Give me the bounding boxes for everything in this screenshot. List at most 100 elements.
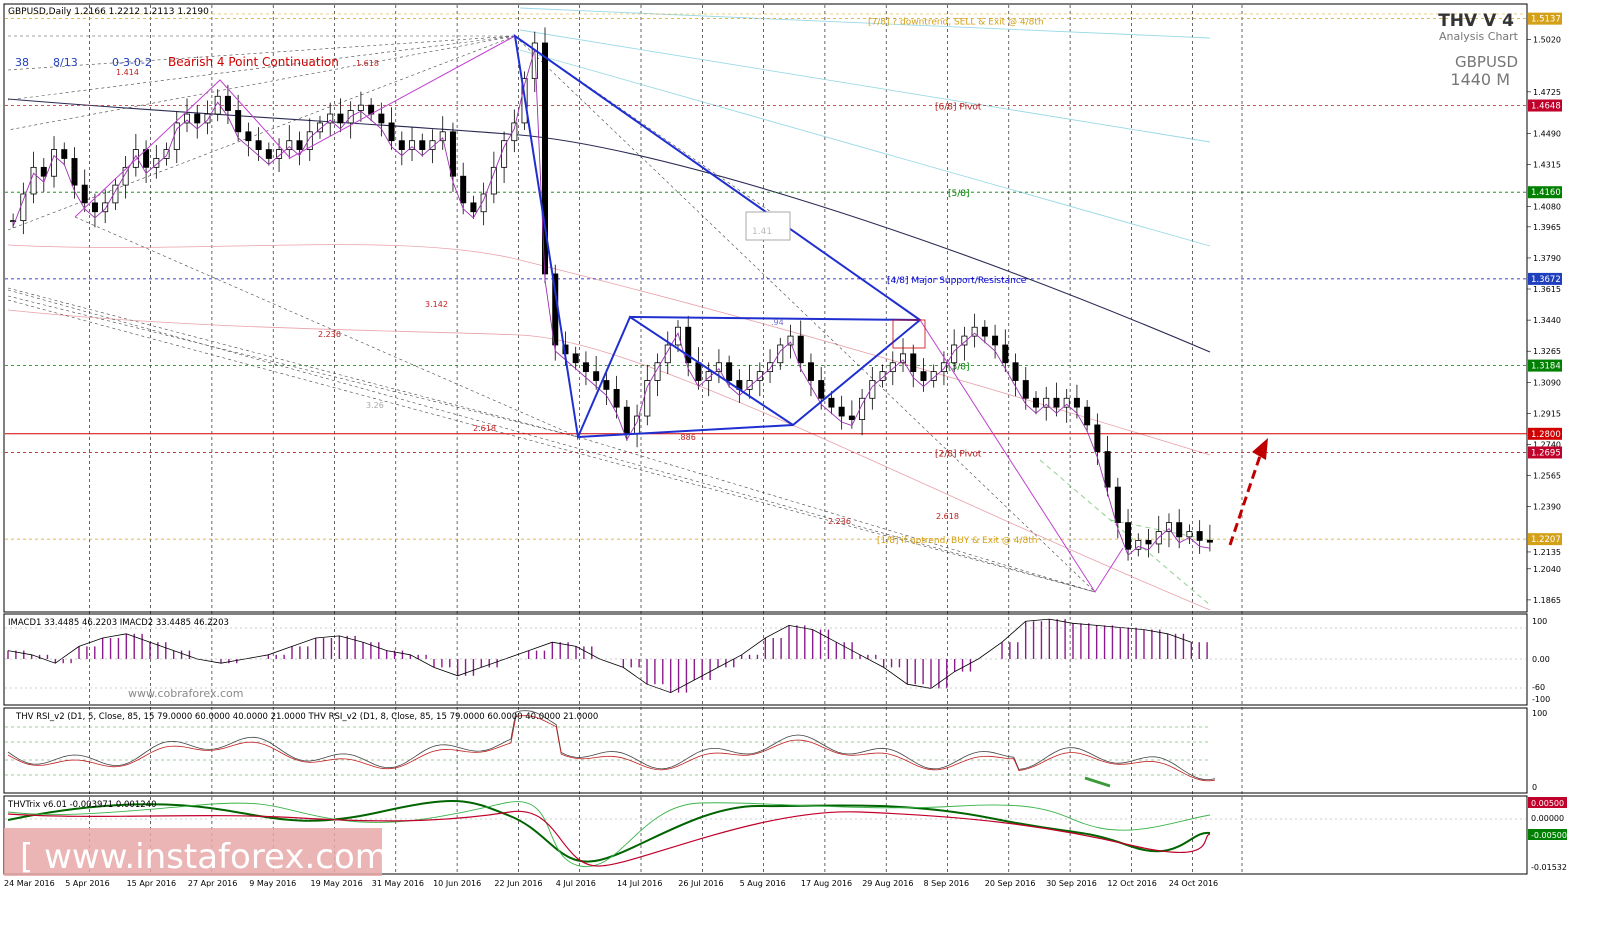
y-tick: 1.2040	[1533, 565, 1561, 574]
x-tick: 5 Apr 2016	[65, 879, 109, 888]
candles	[10, 27, 1213, 561]
candle-body	[787, 335, 794, 346]
price-axis: 1.5020 1.4725 1.4490 1.4315 1.4080 1.3965 1.37…	[1527, 35, 1561, 605]
candle-body	[143, 149, 150, 168]
candle-body	[224, 95, 231, 111]
trend-line	[74, 216, 579, 438]
candle-body	[91, 202, 98, 213]
candle-body	[910, 353, 917, 373]
candle-body	[194, 113, 201, 124]
trend-line	[514, 35, 1096, 593]
x-tick: 20 Sep 2016	[985, 879, 1036, 888]
instaforex-banner	[4, 828, 382, 876]
candle-body	[572, 353, 579, 364]
trend-line	[7, 287, 579, 438]
candle-body	[1196, 531, 1203, 541]
symbol-line: GBPUSD,Daily 1.2166 1.2212 1.2113 1.2190	[8, 7, 209, 17]
candle-body	[613, 388, 620, 408]
brand-title: THV V 4	[1438, 11, 1514, 31]
price-tag-text: 1.4160	[1531, 188, 1561, 198]
y-tick: 1.3090	[1533, 378, 1561, 387]
candle-body	[449, 131, 456, 177]
price-tag-bg	[1528, 427, 1562, 440]
harmonic-patterns	[74, 33, 1268, 593]
candle-body	[848, 415, 855, 420]
rsi-lines	[5, 710, 1216, 788]
candle-body	[1053, 397, 1060, 408]
trend-line	[1039, 459, 1211, 606]
candle-body	[61, 149, 68, 159]
candle-body	[470, 202, 477, 213]
stats-a: 38	[15, 56, 29, 69]
candle-body	[777, 344, 784, 364]
candle-body	[623, 406, 630, 435]
trend-line	[7, 35, 516, 101]
candle-body	[664, 344, 671, 364]
candle-body	[357, 104, 364, 111]
candle-body	[603, 380, 610, 390]
macd-title: IMACD1 33.4485 46.2203 IMACD2 33.4485 46…	[8, 618, 229, 628]
candle-body	[286, 140, 293, 150]
trix-title: THVTrix v6.01 -0.003971 0.001240	[7, 800, 156, 810]
candle-body	[582, 362, 589, 373]
candle-body	[889, 362, 896, 373]
candle-body	[838, 406, 845, 417]
candle-body	[306, 131, 313, 150]
y-tick: 1.3265	[1533, 347, 1561, 356]
candle-body	[726, 362, 733, 381]
candle-body	[807, 362, 814, 381]
stats-c: 0-3-0-2	[112, 56, 152, 69]
fib-label: 2.618	[936, 512, 959, 521]
candle-body	[40, 166, 47, 177]
timeframe-label: 1440 M	[1450, 70, 1510, 89]
x-tick: 30 Sep 2016	[1046, 879, 1097, 888]
fib-label: 3.26	[366, 401, 384, 410]
price-tag-bg	[1528, 12, 1562, 25]
candle-body	[439, 131, 446, 142]
rsi-divergence	[1084, 776, 1111, 788]
rsi-title: THV RSI_v2 (D1, 5, Close, 85, 15 79.0000…	[15, 712, 598, 722]
y-tick: 1.3790	[1533, 254, 1561, 263]
macd-tick: 0.00	[1532, 655, 1550, 664]
candle-body	[1165, 522, 1172, 532]
trix-tag	[1528, 829, 1567, 840]
murrey-label: [4/8] Major Support/Resistance	[887, 276, 1027, 286]
rsi-tick: 100	[1532, 709, 1547, 718]
trend-line	[7, 35, 516, 131]
x-tick: 22 Jun 2016	[494, 879, 542, 888]
candle-body	[746, 380, 753, 390]
candle-body	[1104, 451, 1111, 488]
price-tag-text: 1.5137	[1531, 15, 1561, 25]
candle-body	[409, 140, 416, 150]
y-tick: 1.3965	[1533, 223, 1561, 232]
candle-body	[1063, 397, 1070, 408]
rsi-tick: 0	[1532, 783, 1537, 792]
fib-label: .886	[678, 433, 696, 442]
candle-body	[327, 113, 334, 124]
x-tick: 15 Apr 2016	[127, 879, 176, 888]
candle-body	[1084, 406, 1091, 426]
candle-body	[961, 335, 968, 346]
candle-body	[1145, 539, 1152, 545]
y-tick: 1.5020	[1533, 35, 1561, 44]
macd-histogram	[5, 618, 1527, 694]
candle-body	[71, 158, 78, 186]
candle-body	[1114, 486, 1121, 524]
price-tag-text: 1.2800	[1531, 430, 1561, 440]
y-tick: 1.2915	[1533, 409, 1561, 418]
candle-body	[10, 220, 17, 223]
price-tag-bg	[1528, 272, 1562, 285]
fib-label: 2.236	[318, 330, 341, 339]
x-tick: 4 Jul 2016	[556, 879, 596, 888]
candle-body	[715, 362, 722, 373]
stats-b: 8/13	[53, 56, 78, 69]
price-tags: 1.5137 1.4648 1.4160 1.3672 1.3184 1.2800 1.26…	[1528, 12, 1562, 546]
pattern-leg	[577, 424, 794, 438]
candle-body	[102, 202, 109, 213]
pattern-box	[892, 319, 926, 349]
trix-tick: -0.00500	[1531, 831, 1567, 840]
price-tag-text: 1.2207	[1531, 535, 1561, 545]
murrey-levels: [7/8] ? downtrend, SELL & Exit @ 4/8th [6…	[5, 18, 1527, 546]
candle-body	[1073, 397, 1080, 408]
candle-body	[296, 140, 303, 150]
